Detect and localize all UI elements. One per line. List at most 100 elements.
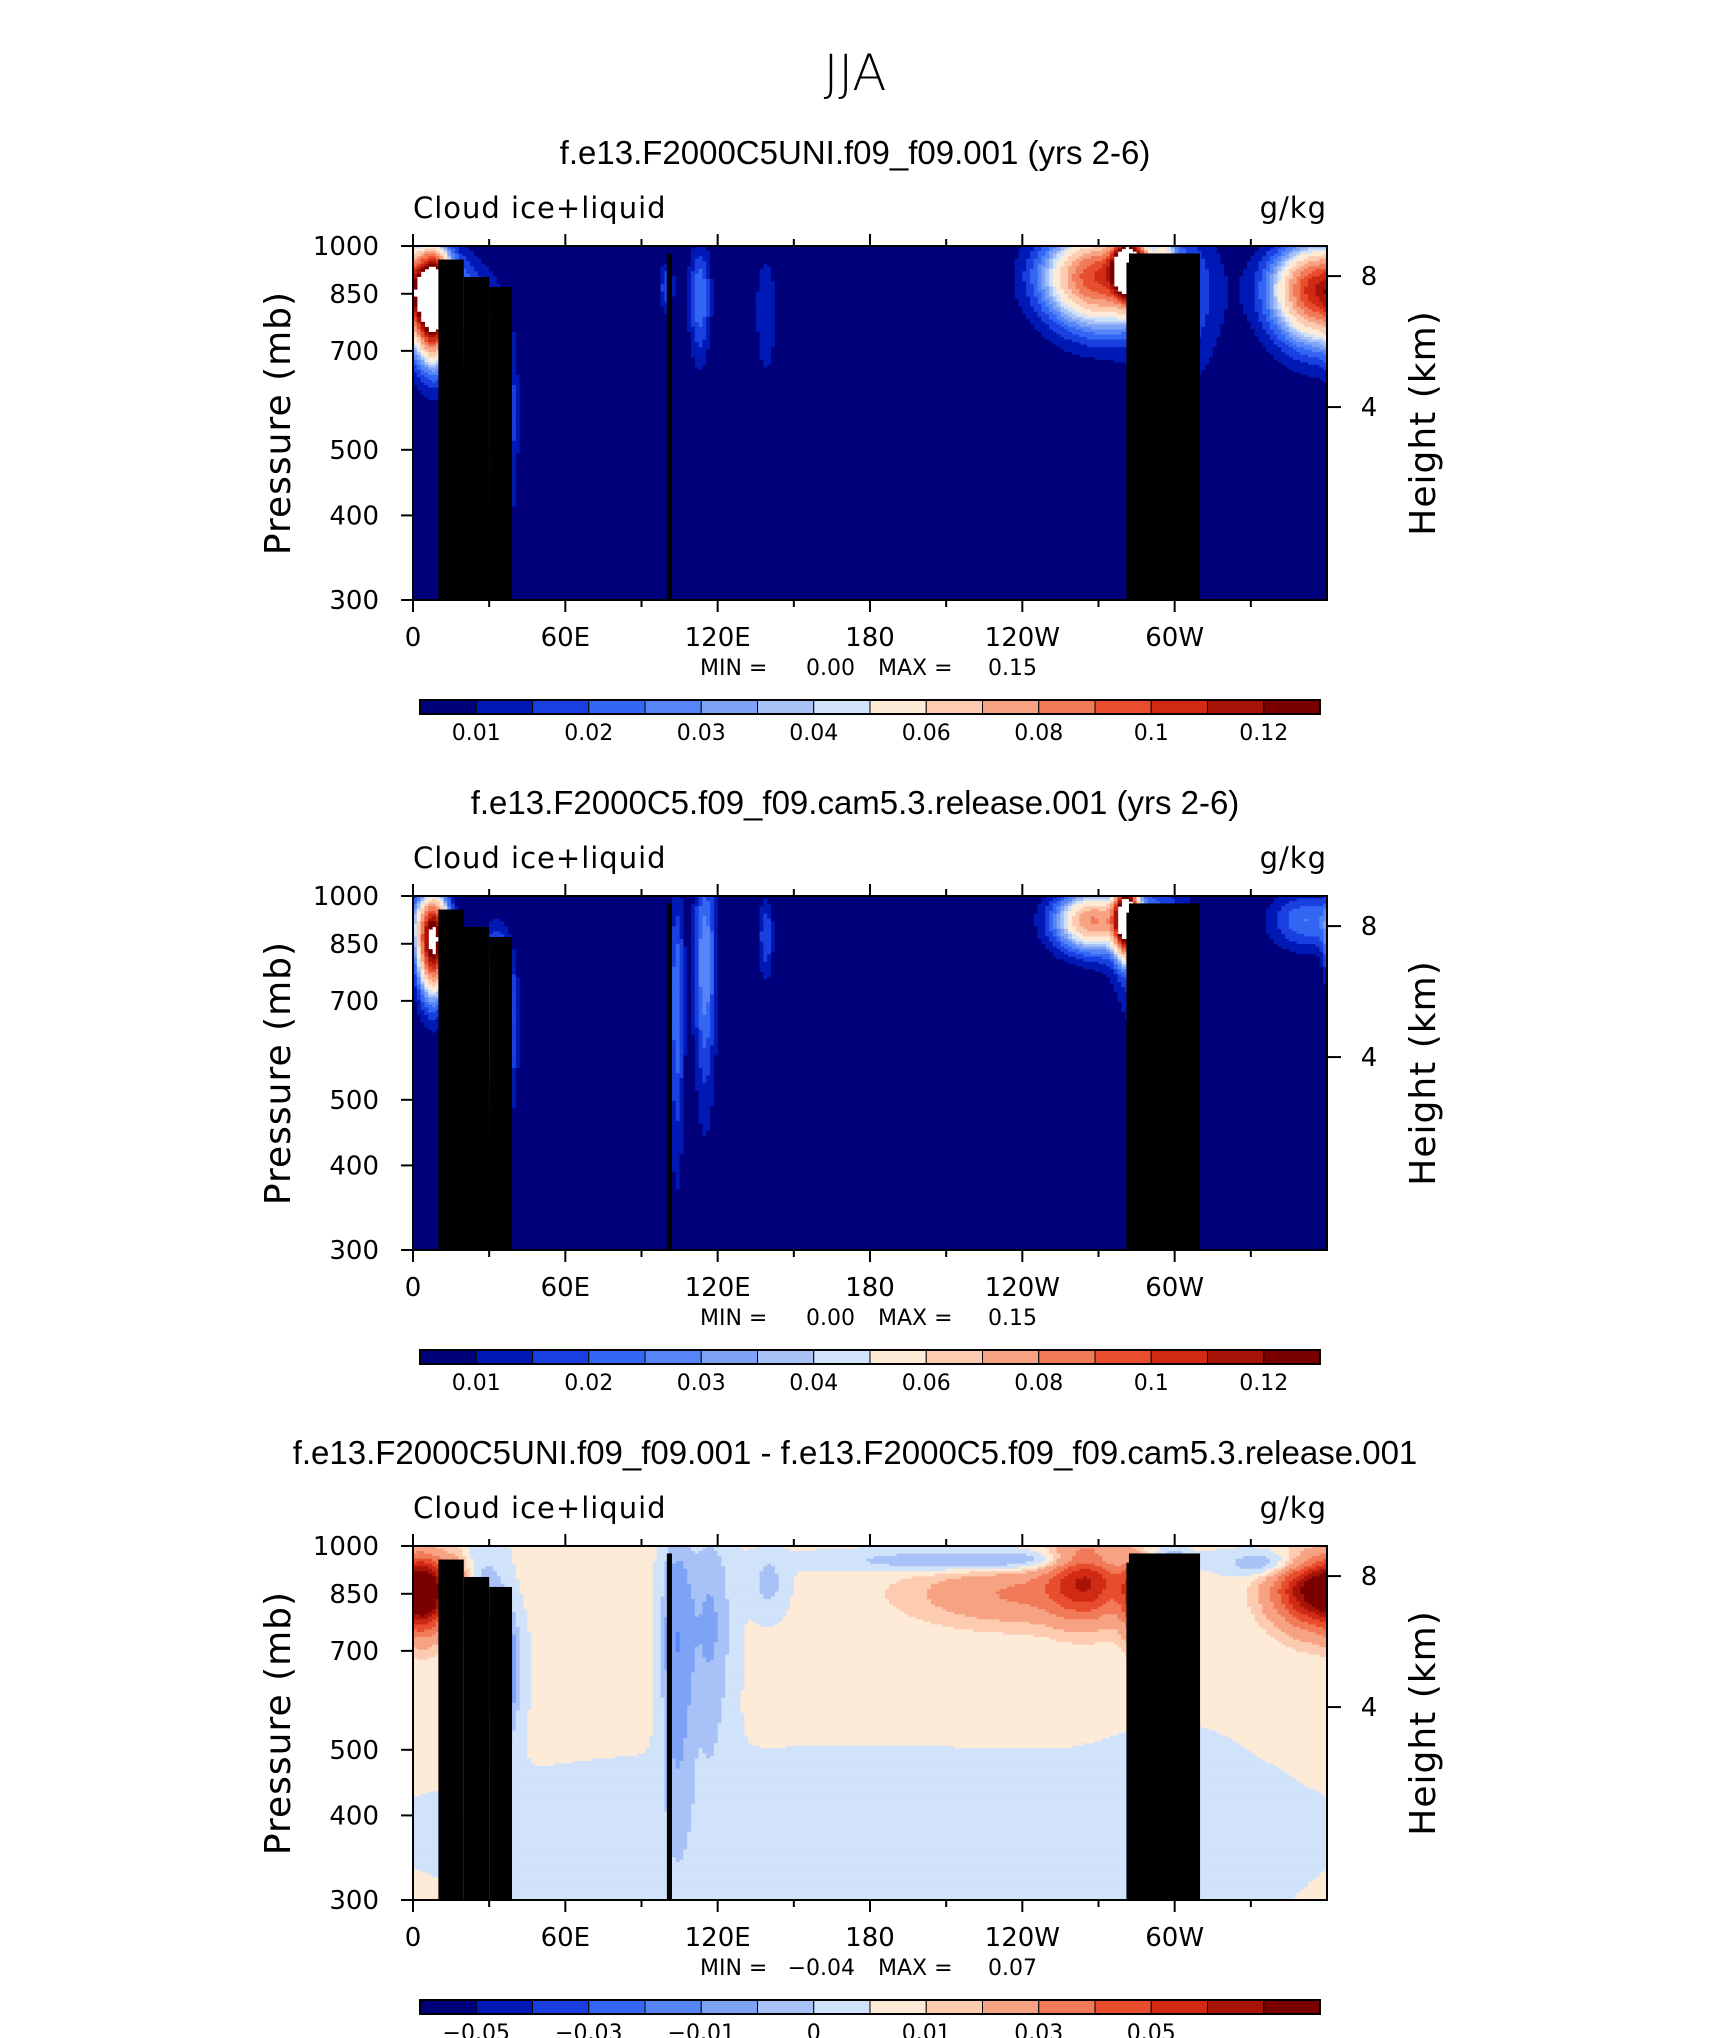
contour-cell [1121, 896, 1130, 900]
contour-cell [1224, 319, 1248, 323]
contour-cell [1208, 278, 1229, 282]
contour-cell [413, 337, 418, 341]
contour-cell [767, 959, 772, 963]
contour-cell [1296, 931, 1324, 935]
contour-cell [512, 440, 521, 444]
contour-cell [1083, 954, 1111, 958]
contour-cell [515, 478, 1157, 482]
contour-cell [435, 911, 441, 915]
contour-cell [512, 359, 517, 363]
contour-cell [698, 271, 704, 275]
contour-cell [683, 933, 692, 938]
contour-cell [687, 959, 692, 963]
contour-cell [691, 931, 696, 935]
contour-cell [1266, 319, 1275, 323]
contour-cell [1068, 936, 1073, 940]
contour-cell [1026, 266, 1035, 270]
contour-cell [519, 400, 1149, 404]
contour-cell [1281, 339, 1290, 343]
contour-cell [759, 936, 772, 940]
contour-cell [416, 926, 422, 930]
contour-cell [508, 551, 1328, 556]
contour-cell [1262, 256, 1271, 260]
contour-cell [1292, 314, 1301, 318]
contour-cell [416, 901, 422, 905]
contour-cell [1075, 956, 1103, 960]
contour-cell [1178, 433, 1328, 437]
contour-cell [512, 448, 521, 452]
contour-cell [1048, 928, 1058, 932]
contour-cell [1037, 926, 1046, 930]
contour-cell [413, 903, 418, 907]
contour-cell [691, 286, 696, 290]
contour-cell [1307, 374, 1328, 379]
contour-cell [694, 266, 707, 270]
contour-cell [512, 387, 517, 391]
contour-cell [1029, 319, 1042, 323]
contour-cell [1083, 898, 1111, 902]
contour-cell [451, 901, 456, 905]
contour-cell [710, 286, 715, 290]
contour-cell [691, 906, 696, 910]
contour-cell [1300, 359, 1324, 363]
contour-cell [1182, 412, 1328, 417]
contour-cell [413, 248, 426, 252]
contour-cell [671, 913, 684, 917]
contour-cell [1296, 316, 1305, 320]
contour-cell [1064, 959, 1084, 963]
contour-cell [519, 440, 1153, 444]
contour-cell [694, 283, 707, 288]
contour-cell [1277, 916, 1290, 920]
contour-cell [759, 286, 776, 290]
contour-cell [1266, 908, 1282, 912]
contour-cell [416, 959, 422, 963]
contour-cell [515, 488, 1157, 492]
contour-cell [671, 931, 681, 935]
contour-cell [671, 296, 688, 300]
terrain-block [489, 286, 513, 600]
contour-cell [687, 956, 692, 960]
contour-cell [1277, 944, 1317, 948]
contour-cell [1090, 908, 1100, 912]
contour-cell [1288, 326, 1294, 331]
contour-cell [1258, 248, 1271, 252]
contour-cell [413, 956, 418, 960]
contour-cell [710, 281, 715, 285]
contour-cell [687, 314, 692, 318]
contour-cell [1170, 524, 1328, 528]
contour-cell [717, 933, 761, 938]
contour-cell [1208, 273, 1225, 277]
contour-cell [1117, 306, 1134, 310]
contour-cell [1068, 933, 1073, 938]
contour-cell [1319, 959, 1324, 963]
contour-cell [759, 273, 772, 277]
contour-cell [1033, 283, 1039, 288]
contour-cell [1060, 941, 1065, 945]
contour-cell [1060, 923, 1065, 927]
contour-cell [458, 918, 494, 922]
contour-cell [1136, 896, 1141, 900]
contour-cell [413, 364, 418, 368]
contour-cell [1064, 931, 1069, 935]
contour-cell [763, 913, 768, 917]
contour-cell [1266, 304, 1271, 308]
contour-cell [420, 334, 426, 338]
contour-cell [512, 471, 517, 475]
contour-cell [1307, 319, 1324, 323]
contour-cell [1178, 246, 1183, 250]
contour-cell [1292, 291, 1301, 295]
contour-cell [428, 901, 441, 905]
contour-cell [1014, 273, 1023, 277]
contour-cell [1075, 314, 1088, 318]
contour-cell [1273, 299, 1279, 303]
contour-cell [694, 916, 700, 920]
contour-cell [451, 903, 456, 907]
contour-cell [671, 281, 677, 285]
contour-cell [515, 951, 669, 955]
contour-cell [683, 921, 692, 925]
contour-cell [1269, 283, 1275, 288]
contour-cell [710, 306, 715, 310]
contour-cell [492, 271, 662, 275]
contour-cell [519, 385, 1145, 389]
contour-cell [1201, 334, 1221, 338]
